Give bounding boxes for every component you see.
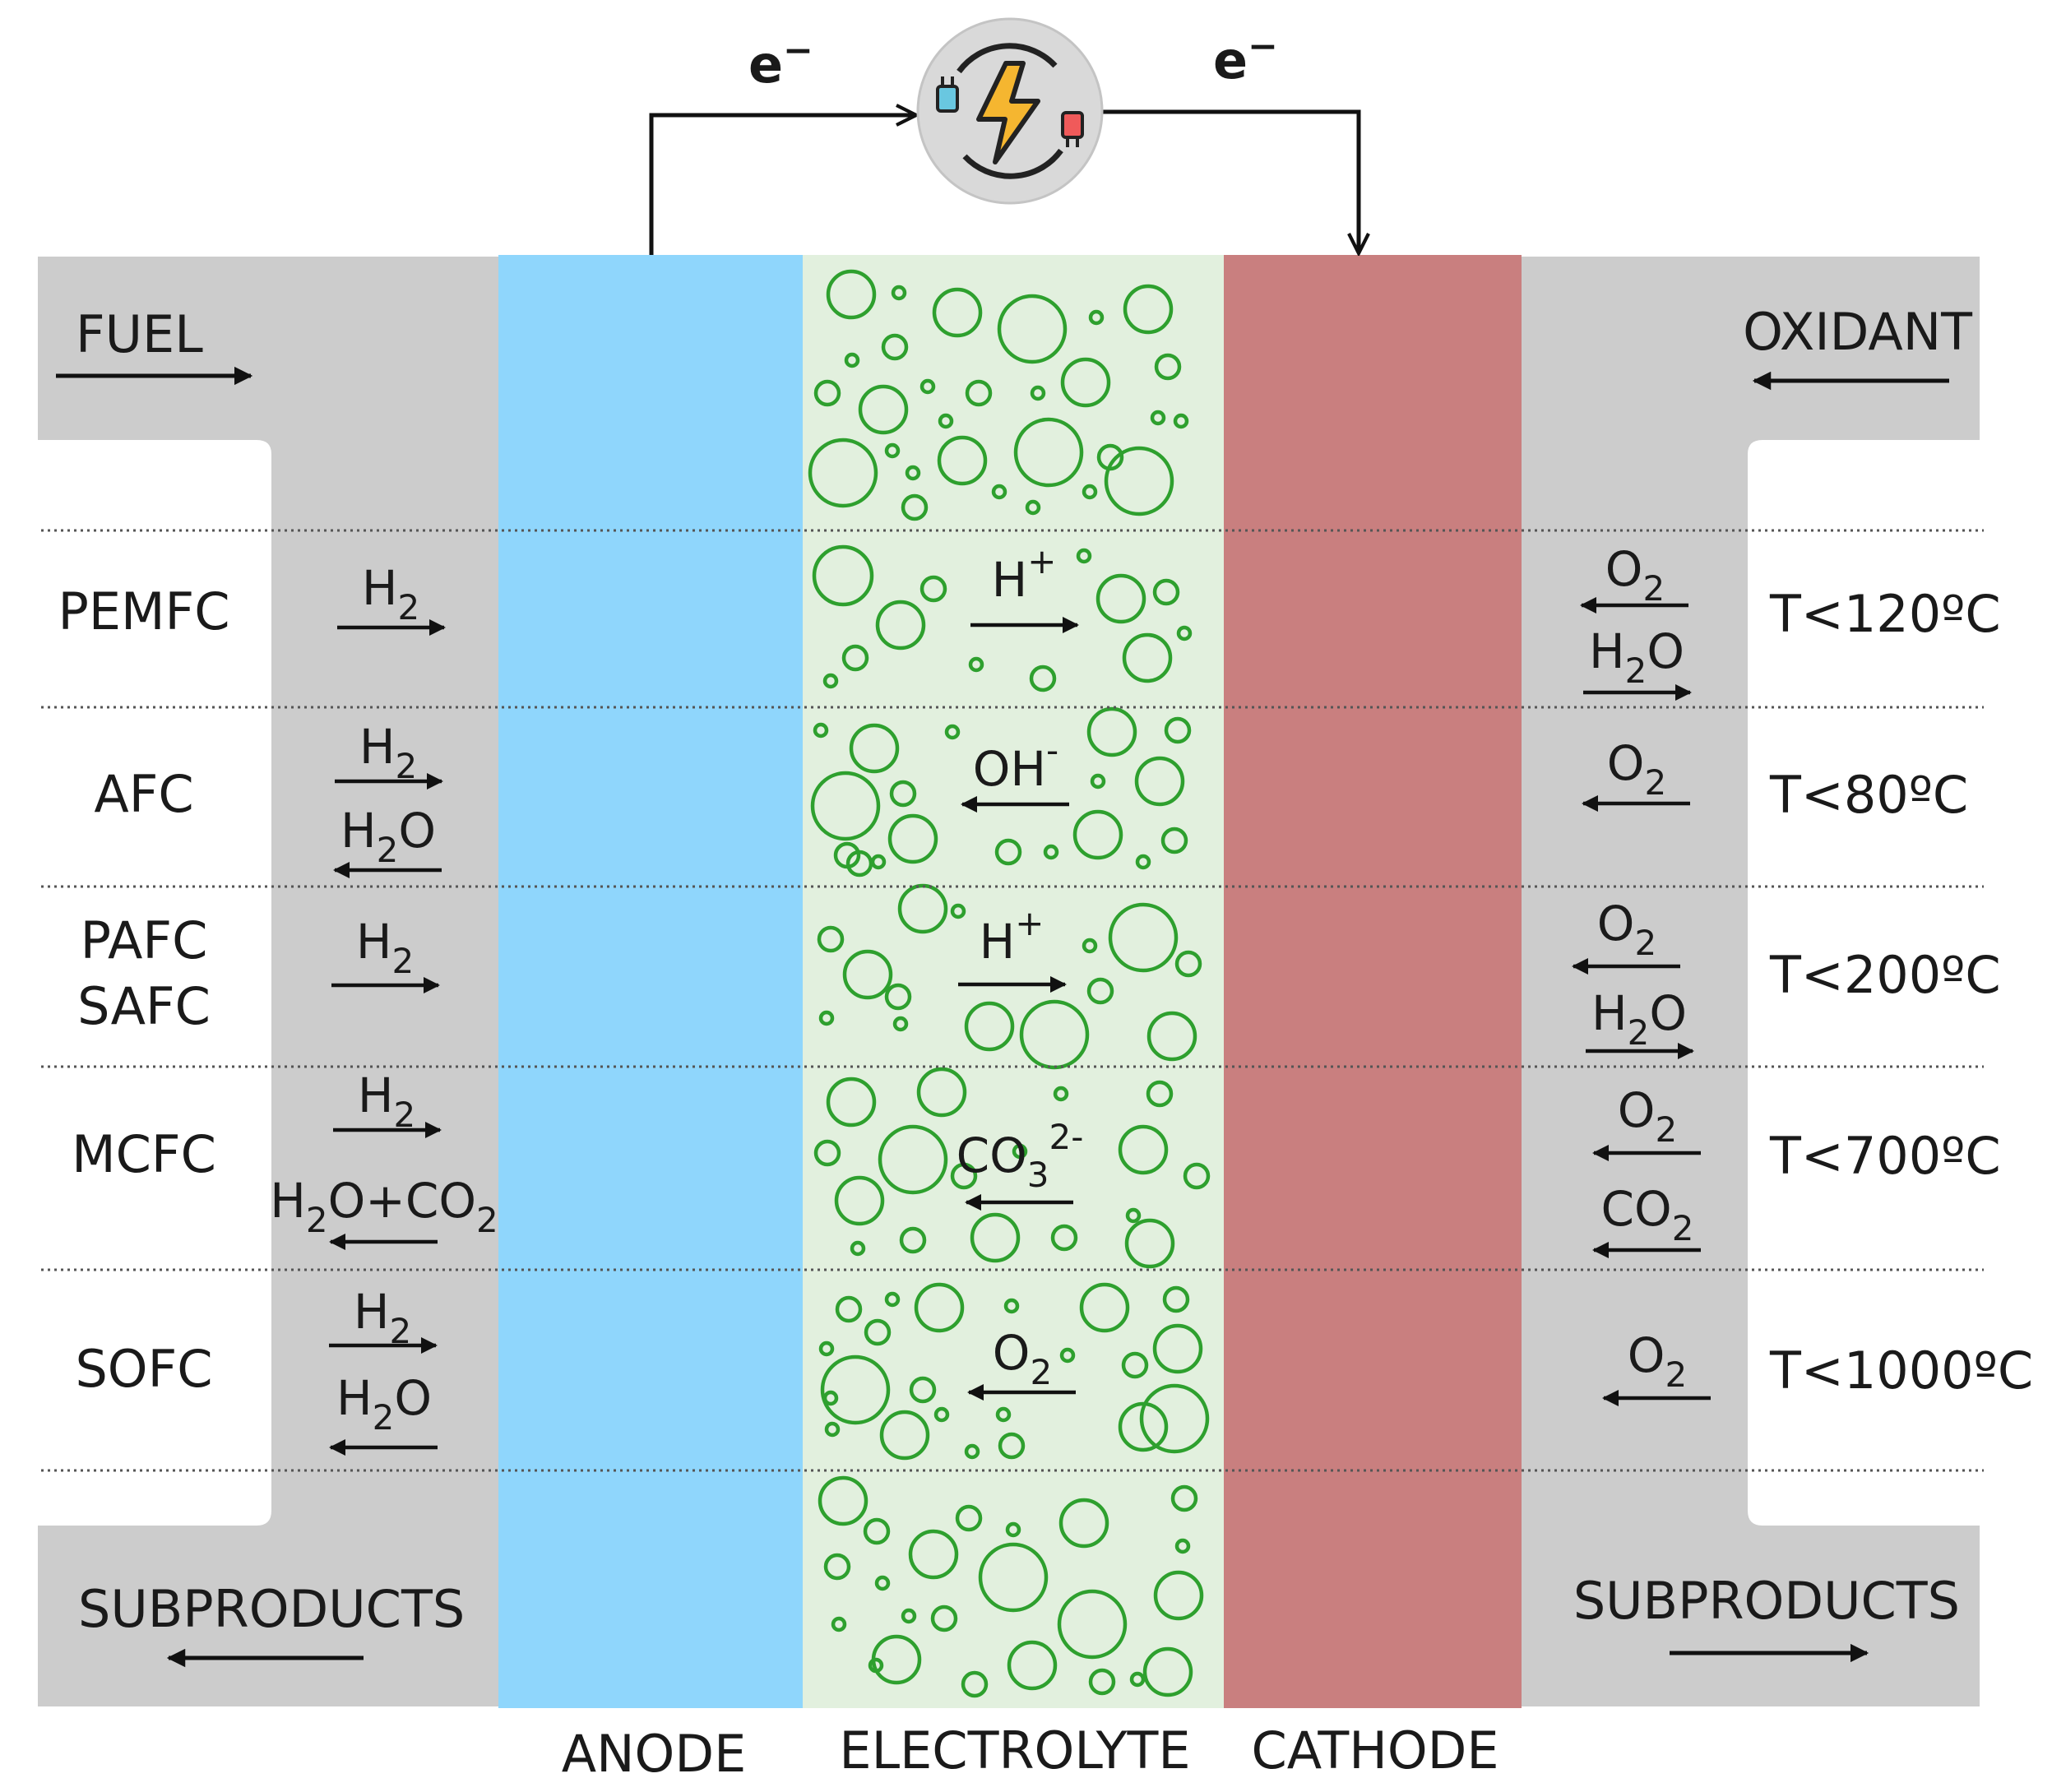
electrolyte-layer [803,255,1224,1708]
cathode-species-label: H2O [1589,623,1684,691]
fuel-label: FUEL [76,304,203,364]
cathode-species-label: H2O [1591,985,1687,1053]
circuit-wire-right [1100,109,1359,253]
anode-species-label: H2O [340,803,436,870]
temperature-label: T<80ºC [1769,765,1968,825]
row-sofc: SOFC T<1000ºC H2 H2O O2 O2 [75,1284,2033,1456]
cell-type-label: MCFC [72,1124,216,1184]
row-afc: AFC T<80ºC H2 H2O OH- O2 [94,719,1968,879]
anode-species-label: H2O [336,1370,432,1438]
ion-label: H+ [980,903,1045,970]
cell-type-label: SAFC [77,976,211,1036]
cathode-layer [1224,255,1522,1708]
cathode-species-label: O2 [1607,735,1666,803]
cell-type-label: PEMFC [58,581,229,641]
cell-type-label: SOFC [75,1339,212,1399]
cell-type-label: AFC [94,764,193,824]
fuel-cell-rows: PEMFC T<120ºC H2 H+ O2 H2O AFC T<80ºC H2 H2O OH- O2… [58,541,2033,1456]
ion-label: O2 [993,1325,1052,1392]
cathode-species-label: O2 [1597,896,1656,963]
circuit-wire-left [649,115,916,255]
cathode-species-label: O2 [1628,1327,1687,1395]
ion-label: CO32- [957,1117,1084,1195]
anode-species-label: H2 [359,719,417,786]
cathode-species-label: O2 [1605,541,1665,609]
row-pemfc: PEMFC T<120ºC H2 H+ O2 H2O [58,541,2001,702]
electron-label-left: e− [748,30,813,95]
cell-type-label: PAFC [81,910,208,970]
electrolyte-bubbles [808,269,1211,1698]
electron-label-right: e− [1213,25,1278,90]
ion-label: H+ [992,541,1057,608]
plug-lightning-icon [916,17,1104,205]
subproducts-left-label: SUBPRODUCTS [78,1579,465,1639]
anode-caption: ANODE [562,1724,747,1784]
temperature-label: T<1000ºC [1769,1341,2033,1401]
anode-species-label: H2O+CO2 [270,1173,498,1240]
temperature-label: T<700ºC [1769,1126,2001,1186]
anode-layer [498,255,803,1708]
cathode-species-label: CO2 [1601,1181,1694,1248]
anode-species-label: H2 [356,914,414,981]
anode-species-label: H2 [354,1284,411,1351]
cathode-species-label: O2 [1618,1082,1677,1150]
cathode-caption: CATHODE [1251,1720,1498,1780]
row-dividers [41,529,1984,1472]
ion-label: OH- [973,730,1058,797]
electrolyte-caption: ELECTROLYTE [839,1720,1190,1780]
temperature-label: T<200ºC [1769,945,2001,1005]
subproducts-right-label: SUBPRODUCTS [1573,1571,1960,1631]
temperature-label: T<120ºC [1769,584,2001,644]
external-circuit [649,109,1359,255]
anode-species-label: H2 [362,560,419,627]
oxidant-label: OXIDANT [1743,302,1973,362]
oxidant-channel [1521,257,1980,1706]
